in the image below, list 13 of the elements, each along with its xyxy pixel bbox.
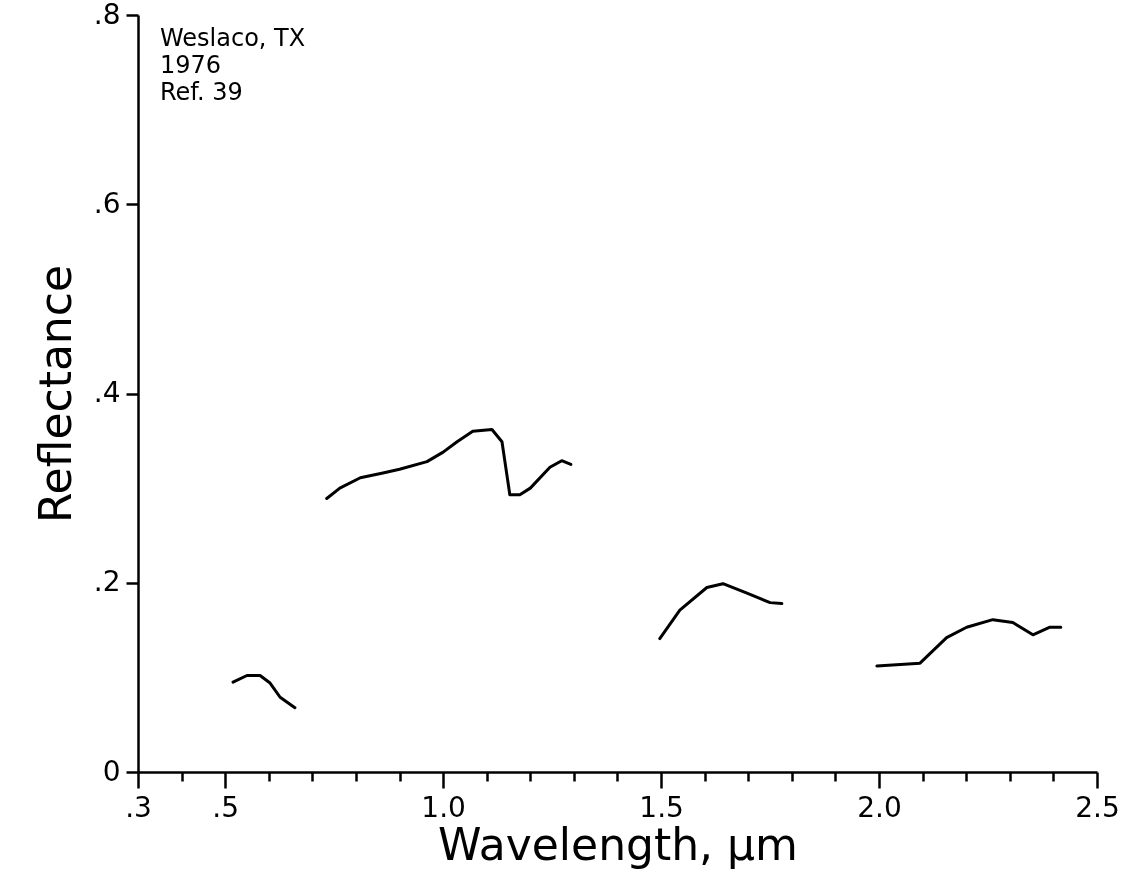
x-tick-label: 2.5 [1075,790,1120,824]
x-tick-label: .3 [125,790,152,824]
y-tick-label: .6 [93,186,121,220]
x-tick-label: 2.0 [857,790,902,824]
y-tick-label: 0 [102,754,121,788]
x-tick-label: .5 [212,790,240,824]
annotation: 1976 [160,51,222,79]
y-tick-label: .2 [93,565,121,599]
annotation: Ref. 39 [160,78,243,106]
y-axis-title: Reflectance [29,264,81,524]
y-tick-label: .8 [93,0,121,31]
y-tick-label: .4 [93,376,121,409]
annotation: Weslaco, TX [160,24,306,52]
